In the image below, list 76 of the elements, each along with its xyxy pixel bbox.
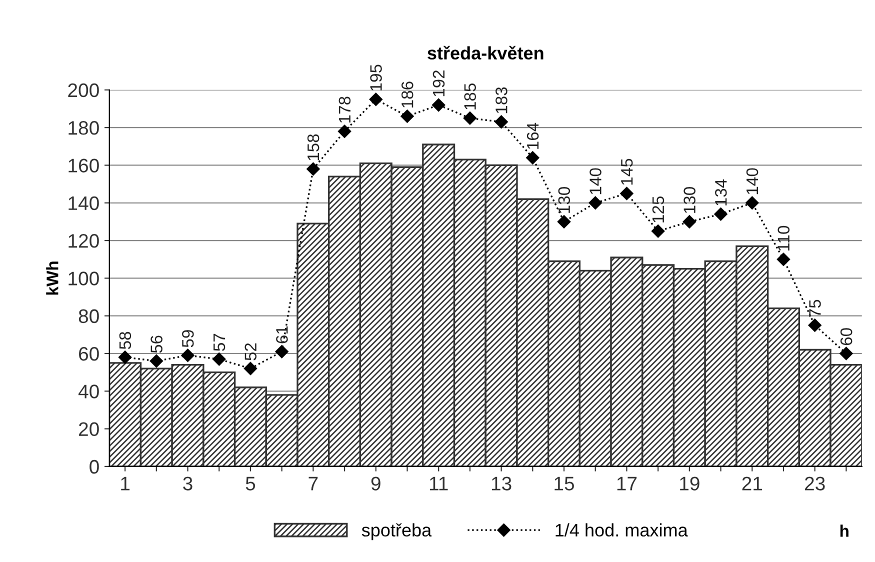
x-tick-label: 17 (617, 476, 637, 490)
data-label: 60 (840, 328, 852, 346)
data-label: 125 (652, 196, 664, 222)
data-label: 185 (464, 84, 476, 110)
y-tick-label: 80 (78, 309, 99, 324)
chart-title: středa-květen (428, 46, 544, 60)
data-label: 164 (526, 122, 539, 149)
point (181, 348, 194, 362)
data-label: 110 (778, 226, 790, 251)
data-label: 61 (276, 326, 288, 344)
point (808, 318, 822, 332)
y-tick-label: 160 (68, 158, 99, 172)
data-label: 130 (558, 187, 570, 213)
data-label: 134 (715, 179, 727, 206)
data-label: 75 (809, 300, 821, 317)
data-label: 195 (370, 64, 382, 91)
point (714, 208, 728, 221)
data-label: 57 (214, 334, 226, 351)
y-tick-label: 180 (68, 121, 99, 135)
point (244, 362, 258, 376)
point (776, 252, 790, 266)
point (400, 110, 414, 123)
data-label: 178 (338, 96, 351, 123)
point (840, 346, 853, 360)
y-tick-label: 200 (68, 83, 99, 98)
x-tick-label: 9 (371, 476, 380, 490)
point (432, 98, 446, 112)
y-tick-label: 100 (68, 272, 99, 286)
data-label: 186 (401, 82, 414, 108)
point (212, 352, 226, 366)
point (306, 162, 320, 176)
point (369, 92, 382, 106)
x-tick-label: 5 (246, 476, 256, 490)
y-tick-label: 20 (79, 422, 99, 436)
point (526, 151, 540, 164)
point (651, 224, 665, 238)
x-tick-label: 11 (430, 476, 448, 490)
point (746, 196, 759, 210)
data-label: 59 (182, 330, 194, 348)
data-label: 58 (119, 332, 132, 350)
point (118, 350, 132, 364)
data-label: 145 (621, 158, 633, 185)
point (557, 215, 571, 228)
data-label: 130 (684, 187, 696, 213)
x-tick-label: 19 (680, 476, 700, 490)
data-label: 158 (307, 134, 320, 160)
x-tick-label: 1 (121, 476, 130, 490)
data-label: 140 (590, 168, 602, 194)
y-tick-label: 0 (90, 460, 99, 474)
y-axis-title: kWh (46, 262, 58, 295)
point (588, 196, 602, 210)
x-tick-label: 15 (554, 476, 574, 490)
data-label: 192 (432, 70, 445, 96)
point (682, 215, 696, 228)
x-tick-label: 13 (492, 476, 512, 490)
point (275, 345, 288, 358)
x-axis-title: h (840, 524, 848, 537)
x-tick-label: 23 (805, 476, 825, 490)
x-tick-label: 3 (183, 476, 192, 490)
data-label: 183 (496, 87, 508, 114)
point (463, 112, 477, 125)
data-label: 140 (746, 168, 758, 194)
point (494, 115, 508, 129)
legend-label: 1/4 hod. maxima (556, 523, 688, 537)
y-tick-label: 120 (68, 234, 99, 248)
y-tick-label: 40 (78, 384, 99, 398)
point (620, 186, 634, 200)
point (150, 354, 163, 368)
x-tick-label: 21 (742, 476, 762, 490)
y-tick-label: 140 (68, 196, 99, 210)
data-label: 56 (150, 336, 162, 353)
point (338, 124, 352, 138)
legend-label: spotřeba (362, 523, 432, 540)
x-tick-label: 7 (308, 476, 318, 490)
y-tick-label: 60 (79, 346, 99, 361)
data-label: 52 (244, 343, 257, 360)
